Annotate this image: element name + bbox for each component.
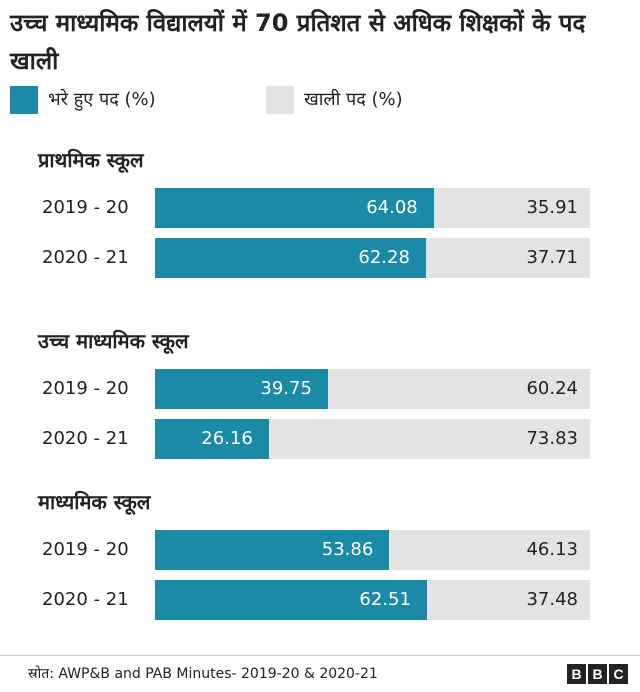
legend-swatch-filled — [10, 86, 38, 114]
year-label: 2019 - 20 — [42, 539, 129, 560]
bbc-logo-letter: B — [567, 664, 586, 684]
value-label-vacant: 73.83 — [526, 428, 578, 449]
year-label: 2020 - 21 — [42, 589, 129, 610]
value-label-filled: 53.86 — [321, 539, 374, 560]
chart-title: उच्च माध्यमिक विद्यालयों में 70 प्रतिशत … — [10, 9, 586, 75]
bbc-logo-letter: C — [609, 664, 628, 684]
bar-vacant — [327, 369, 590, 409]
bbc-logo-letter: B — [588, 664, 607, 684]
value-label-filled: 64.08 — [366, 197, 418, 218]
legend-label-filled: भरे हुए पद (%) — [48, 89, 156, 110]
group-title: प्राथमिक स्कूल — [38, 148, 144, 172]
bbc-logo: B B C — [567, 664, 629, 684]
legend-swatch-vacant — [266, 86, 294, 114]
value-label-vacant: 37.71 — [526, 247, 578, 268]
value-label-vacant: 46.13 — [526, 539, 578, 560]
source-note: स्रोत: AWP&B and PAB Minutes- 2019-20 & … — [28, 666, 378, 682]
bar-vacant — [426, 580, 590, 620]
footer-divider — [0, 655, 640, 656]
bar-filled — [155, 419, 269, 459]
bar-filled — [155, 369, 328, 409]
bar-filled — [155, 188, 434, 228]
value-label-filled: 62.28 — [358, 247, 410, 268]
bar-vacant — [268, 419, 590, 459]
bar-filled — [155, 238, 426, 278]
value-label-filled: 26.16 — [201, 428, 253, 449]
group-title: माध्यमिक स्कूल — [38, 490, 151, 514]
bar-filled — [155, 530, 390, 570]
bar-vacant — [433, 188, 590, 228]
value-label-vacant: 37.48 — [526, 589, 578, 610]
year-label: 2019 - 20 — [42, 378, 129, 399]
value-label-filled: 62.51 — [359, 589, 411, 610]
value-label-filled: 39.75 — [260, 378, 312, 399]
bar-filled — [155, 580, 427, 620]
legend: भरे हुए पद (%) खाली पद (%) — [10, 86, 630, 114]
year-label: 2020 - 21 — [42, 247, 129, 268]
value-label-vacant: 60.24 — [526, 378, 578, 399]
group-title: उच्च माध्यमिक स्कूल — [38, 329, 189, 353]
year-label: 2019 - 20 — [42, 197, 129, 218]
value-label-vacant: 35.91 — [526, 197, 578, 218]
bar-vacant — [425, 238, 590, 278]
bar-vacant — [389, 530, 590, 570]
year-label: 2020 - 21 — [42, 428, 129, 449]
legend-label-vacant: खाली पद (%) — [304, 89, 403, 110]
